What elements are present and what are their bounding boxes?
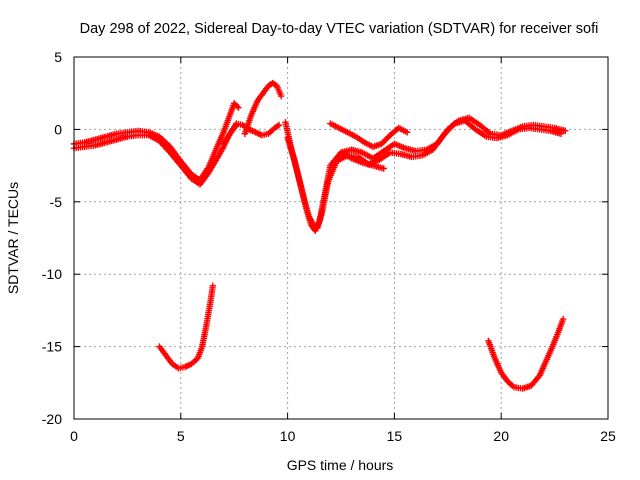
data-point	[275, 121, 283, 129]
y-tick-label: 5	[54, 49, 62, 65]
data-point	[562, 127, 569, 135]
data-point	[277, 92, 285, 100]
series-track-low-left	[156, 282, 217, 372]
series-track-dip-b	[282, 117, 565, 232]
series-track-secondary-b	[337, 149, 387, 172]
data-point	[380, 165, 387, 172]
y-tick-label: -5	[50, 194, 63, 210]
x-tick-label: 5	[177, 428, 185, 444]
y-axis-title: SDTVAR / TECUs	[5, 182, 21, 294]
x-tick-label: 15	[387, 428, 403, 444]
y-tick-label: 0	[54, 121, 62, 137]
x-tick-label: 20	[493, 428, 509, 444]
grid	[74, 57, 608, 419]
x-axis-title: GPS time / hours	[287, 457, 394, 473]
series-track-secondary	[327, 120, 411, 150]
data-marks	[70, 79, 569, 392]
data-point	[404, 129, 411, 136]
x-tick-label: 25	[600, 428, 616, 444]
data-point	[274, 122, 281, 130]
plot-frame	[73, 56, 609, 420]
data-point	[235, 104, 242, 111]
series-track-mid-loop	[220, 120, 283, 148]
series-track-peak	[241, 79, 285, 137]
y-tick-label: -15	[42, 339, 62, 355]
data-point	[209, 282, 217, 289]
y-tick-label: -20	[42, 411, 62, 427]
data-point	[557, 130, 565, 137]
y-tick-label: -10	[42, 266, 62, 282]
axis-ticks: 0 5 10 15 20 25 5 0 -5 -10 -15 -20	[42, 49, 616, 444]
x-tick-label: 0	[70, 428, 78, 444]
series-track-low-right	[485, 315, 567, 392]
data-point	[559, 315, 567, 323]
chart-title: Day 298 of 2022, Sidereal Day-to-day VTE…	[80, 21, 599, 37]
series-track-dip	[284, 114, 569, 234]
x-tick-label: 10	[280, 428, 296, 444]
